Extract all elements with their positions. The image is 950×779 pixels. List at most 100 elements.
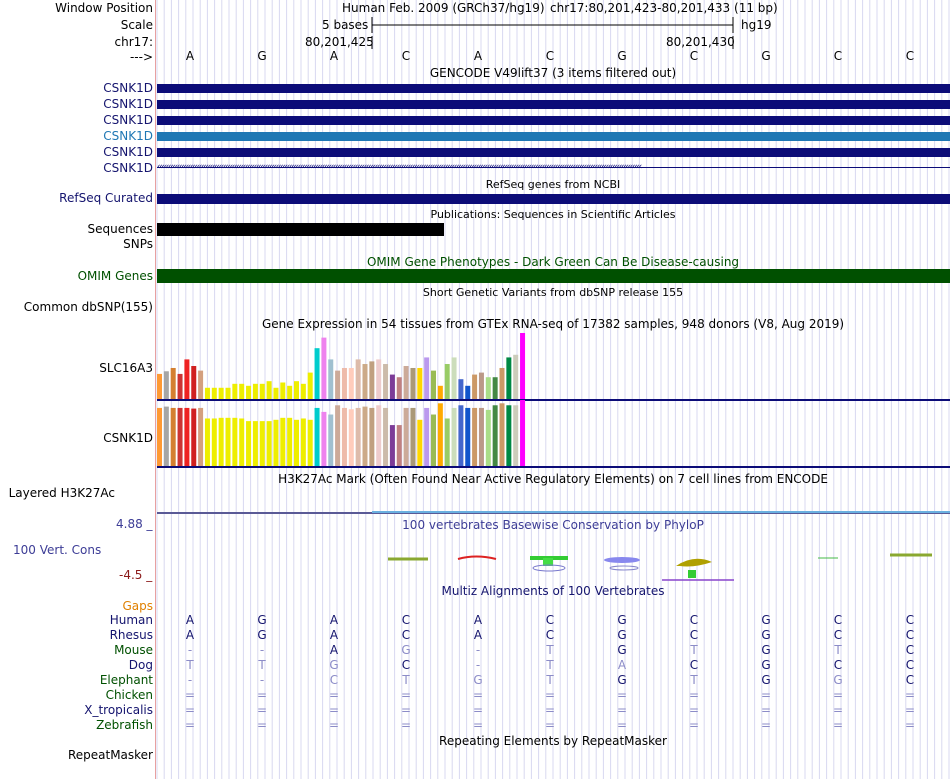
- gtex-bar[interactable]: [184, 407, 190, 466]
- gtex-bar[interactable]: [328, 359, 334, 399]
- gtex-bar[interactable]: [246, 385, 252, 399]
- species-label[interactable]: X_tropicalis: [84, 703, 153, 717]
- gtex-bar[interactable]: [294, 419, 299, 466]
- gtex-bar[interactable]: [403, 366, 409, 399]
- gencode-title[interactable]: GENCODE V49lift37 (3 items filtered out): [429, 66, 677, 80]
- gtex-bar[interactable]: [396, 425, 402, 466]
- gencode-item-label[interactable]: CSNK1D: [103, 113, 153, 127]
- sequences-label[interactable]: Sequences: [87, 222, 153, 236]
- gtex-bar[interactable]: [287, 417, 293, 466]
- gtex-bar[interactable]: [396, 377, 402, 399]
- omim-bar[interactable]: [157, 269, 950, 283]
- gtex-bar[interactable]: [191, 366, 197, 399]
- gtex-bar[interactable]: [499, 367, 505, 399]
- publications-title[interactable]: Publications: Sequences in Scientific Ar…: [430, 208, 676, 221]
- gtex-bar[interactable]: [362, 364, 368, 399]
- gtex-bar[interactable]: [458, 379, 464, 399]
- gtex-bar[interactable]: [355, 407, 361, 466]
- gtex-bar[interactable]: [465, 385, 471, 399]
- refseq-bar[interactable]: [157, 194, 950, 204]
- gtex-bar[interactable]: [204, 418, 210, 466]
- gtex-bar[interactable]: [191, 408, 197, 466]
- gtex-bar[interactable]: [348, 367, 354, 399]
- gtex-bar[interactable]: [294, 381, 299, 399]
- gtex-bar[interactable]: [369, 361, 375, 399]
- gtex-bar[interactable]: [341, 407, 347, 466]
- gtex-bar[interactable]: [211, 418, 217, 466]
- gtex-bar[interactable]: [198, 407, 204, 466]
- gtex-bar[interactable]: [417, 367, 423, 399]
- gtex-bar[interactable]: [520, 400, 526, 466]
- gencode-transcript-bar[interactable]: [157, 132, 950, 141]
- gtex-gene-label-1[interactable]: SLC16A3: [99, 361, 153, 375]
- gtex-bar[interactable]: [314, 348, 320, 399]
- gtex-bar[interactable]: [239, 383, 245, 399]
- gtex-bar[interactable]: [451, 357, 457, 399]
- gtex-bar[interactable]: [472, 407, 478, 466]
- gtex-bar[interactable]: [177, 373, 183, 399]
- gtex-bar[interactable]: [287, 385, 293, 399]
- gencode-transcript-bar[interactable]: ‹‹‹‹‹‹‹‹‹‹‹‹‹‹‹‹‹‹‹‹‹‹‹‹‹‹‹‹‹‹‹‹‹‹‹‹‹‹‹‹…: [157, 163, 950, 172]
- phylop-title[interactable]: 100 vertebrates Basewise Conservation by…: [402, 518, 704, 532]
- gtex-bar[interactable]: [314, 407, 320, 466]
- gtex-bar[interactable]: [492, 405, 498, 466]
- omim-label[interactable]: OMIM Genes: [77, 269, 153, 283]
- gtex-bar[interactable]: [369, 407, 375, 466]
- gencode-transcript-bar[interactable]: [157, 84, 950, 93]
- gtex-bar[interactable]: [211, 387, 217, 399]
- gtex-bar[interactable]: [465, 407, 471, 466]
- gtex-bar[interactable]: [417, 419, 423, 466]
- gtex-bar[interactable]: [246, 421, 252, 466]
- phylop-label[interactable]: 100 Vert. Cons: [13, 543, 102, 557]
- gtex-bar[interactable]: [348, 409, 354, 466]
- gtex-bar[interactable]: [389, 425, 395, 466]
- gtex-bar[interactable]: [204, 387, 210, 399]
- gtex-bar[interactable]: [513, 405, 519, 466]
- gencode-transcript-bar[interactable]: [157, 116, 950, 125]
- h3k27ac-title[interactable]: H3K27Ac Mark (Often Found Near Active Re…: [278, 472, 828, 486]
- gencode-transcript-bar[interactable]: [157, 148, 950, 157]
- gtex-bar[interactable]: [355, 359, 361, 399]
- species-label[interactable]: Mouse: [114, 643, 153, 657]
- gtex-bar[interactable]: [177, 407, 183, 466]
- repeatmasker-label[interactable]: RepeatMasker: [67, 748, 153, 762]
- repeatmasker-title[interactable]: Repeating Elements by RepeatMasker: [439, 734, 667, 748]
- gtex-chart[interactable]: [0, 330, 950, 470]
- gtex-bar[interactable]: [273, 419, 279, 466]
- gtex-bar[interactable]: [252, 421, 258, 466]
- phylop-logos[interactable]: [0, 548, 950, 584]
- gencode-item-label[interactable]: CSNK1D: [103, 81, 153, 95]
- gtex-bar[interactable]: [478, 372, 484, 399]
- gtex-bar[interactable]: [232, 417, 238, 466]
- gtex-bar[interactable]: [163, 371, 169, 399]
- h3k27ac-label[interactable]: Layered H3K27Ac: [8, 486, 115, 500]
- gtex-bar[interactable]: [198, 370, 204, 399]
- gtex-bar[interactable]: [321, 337, 327, 399]
- omim-title[interactable]: OMIM Gene Phenotypes - Dark Green Can Be…: [366, 255, 740, 269]
- gtex-bar[interactable]: [170, 407, 176, 466]
- gtex-bar[interactable]: [266, 381, 272, 399]
- gtex-bar[interactable]: [437, 403, 443, 466]
- publication-sequence-bar[interactable]: [157, 223, 444, 236]
- dbsnp-label[interactable]: Common dbSNP(155): [23, 300, 153, 314]
- species-label[interactable]: Rhesus: [109, 628, 153, 642]
- gtex-bar[interactable]: [520, 333, 526, 399]
- gtex-bar[interactable]: [424, 407, 430, 466]
- gaps-label[interactable]: Gaps: [122, 599, 153, 613]
- gtex-bar[interactable]: [321, 411, 327, 466]
- species-label[interactable]: Zebrafish: [96, 718, 153, 732]
- gtex-bar[interactable]: [424, 357, 430, 399]
- gtex-bar[interactable]: [499, 403, 505, 466]
- gtex-bar[interactable]: [239, 418, 245, 466]
- snps-label[interactable]: SNPs: [123, 237, 153, 251]
- species-label[interactable]: Human: [109, 613, 153, 627]
- gtex-bar[interactable]: [485, 377, 491, 399]
- gtex-bar[interactable]: [431, 370, 436, 399]
- gtex-bar[interactable]: [410, 407, 416, 466]
- gtex-bar[interactable]: [225, 417, 231, 466]
- gtex-bar[interactable]: [307, 419, 313, 466]
- gtex-bar[interactable]: [472, 374, 478, 399]
- gtex-gene-label-2[interactable]: CSNK1D: [103, 431, 153, 445]
- dbsnp-title[interactable]: Short Genetic Variants from dbSNP releas…: [422, 286, 684, 299]
- gencode-item-label[interactable]: CSNK1D: [103, 97, 153, 111]
